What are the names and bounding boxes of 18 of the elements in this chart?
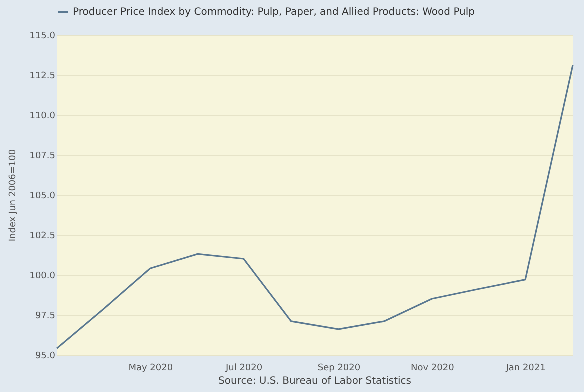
x-tick-label: Jan 2021 [505, 364, 546, 374]
legend-label: Producer Price Index by Commodity: Pulp, Paper, and Allied Products: Wood Pulp [73, 7, 476, 18]
x-tick-label: May 2020 [128, 364, 174, 374]
y-tick-label: 95.0 [35, 352, 56, 362]
y-axis-title: Index Jun 2006=100 [8, 149, 19, 242]
y-tick-label: 112.5 [30, 72, 56, 82]
y-tick-label: 110.0 [30, 112, 56, 122]
x-tick-label: Nov 2020 [410, 364, 455, 374]
source-note: Source: U.S. Bureau of Labor Statistics [218, 376, 412, 387]
y-tick-label: 102.5 [30, 232, 56, 242]
y-tick-label: 115.0 [30, 32, 56, 42]
line-series [56, 64, 574, 350]
x-tick-label: Jul 2020 [224, 364, 263, 374]
x-tick-label: Sep 2020 [318, 364, 361, 374]
y-tick-label: 105.0 [30, 192, 56, 202]
y-tick-label: 97.5 [35, 312, 56, 322]
y-tick-label: 107.5 [30, 152, 56, 162]
y-tick-label: 100.0 [30, 272, 56, 282]
